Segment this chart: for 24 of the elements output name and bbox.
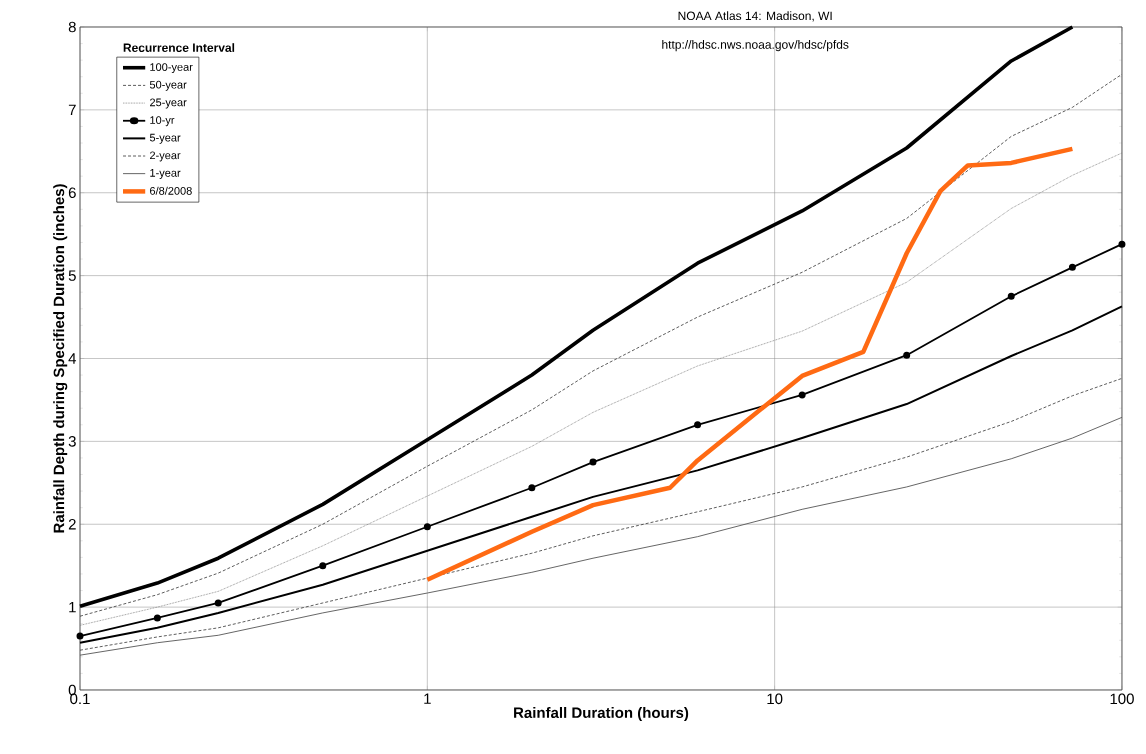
x-tick-label: 10 [767, 693, 783, 705]
x-tick-label: 1 [424, 693, 431, 704]
y-tick-label: 7 [68, 104, 76, 116]
x-axis-title: Rainfall Duration (hours) [514, 707, 689, 721]
y-tick-label: 3 [68, 436, 76, 447]
legend-label: 5-year [149, 133, 181, 144]
text: NOAA Atlas 14: Madison, WI [678, 11, 832, 22]
annotation: http://hdsc.nws.noaa.gov/hdsc/pfds [662, 39, 849, 52]
y-tick-label: 8 [68, 21, 76, 33]
legend-label: 6/8/2008 [150, 186, 192, 195]
legend-label: 50-year [149, 80, 187, 91]
y-axis-title: Rainfall Depth during Specified Duration (inches) [53, 184, 68, 533]
y-tick-label: 4 [68, 353, 77, 364]
legend-label: 100-year [150, 63, 193, 74]
y-tick-label: 1 [69, 601, 76, 613]
x-tick-label: 100 [1110, 693, 1134, 705]
y-tick-label: 5 [68, 270, 76, 281]
y-tick-label: 2 [68, 519, 76, 530]
y-tick-label: 6 [68, 187, 76, 199]
legend-title: Recurrence Interval [123, 43, 235, 52]
legend-label: 1-year [150, 169, 181, 179]
legend-label: 25-year [150, 98, 187, 109]
legend-label: 2-year [150, 151, 181, 162]
legend-label: 10-yr [150, 116, 175, 127]
